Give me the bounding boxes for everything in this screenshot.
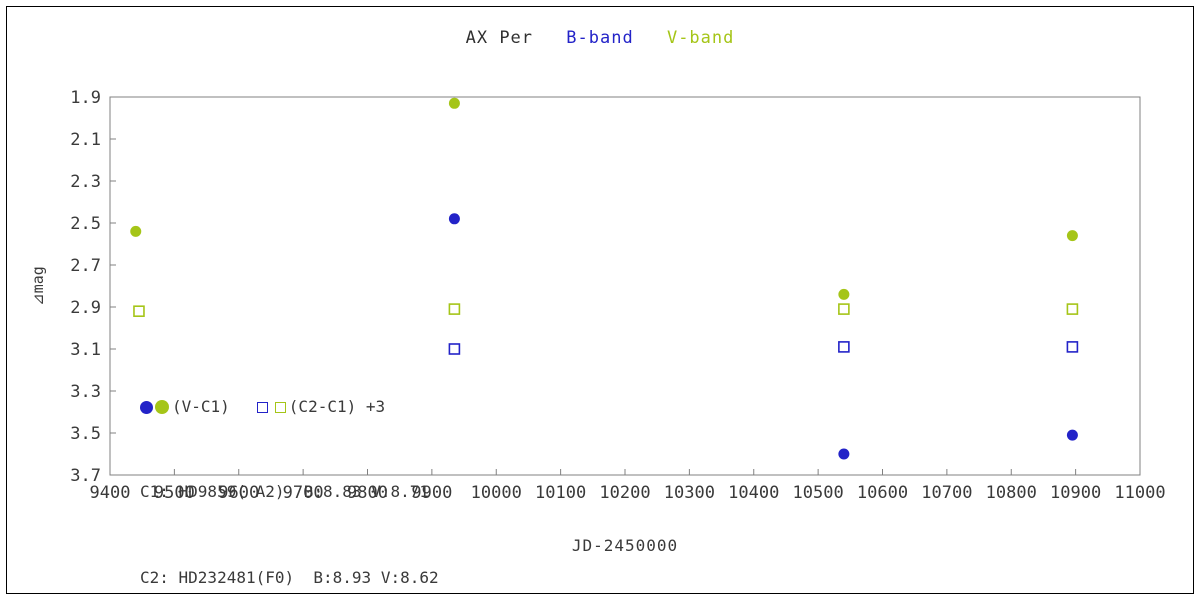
x-axis-label: JD-2450000 bbox=[571, 536, 679, 555]
b-band-open-square-icon bbox=[256, 401, 268, 413]
chart-title: AX Per B-band V-band bbox=[0, 28, 1200, 48]
x-tick-label: 10200 bbox=[599, 483, 650, 503]
x-tick-label: 10600 bbox=[857, 483, 908, 503]
x-tick-label: 10700 bbox=[921, 483, 972, 503]
data-point-b_band-circle bbox=[448, 213, 460, 225]
data-point-b_band-square bbox=[1066, 341, 1079, 353]
x-tick-label: 10100 bbox=[535, 483, 586, 503]
legend-markers-line: (V-C1) (C2-C1) +3 bbox=[140, 393, 439, 421]
x-tick-label: 9900 bbox=[411, 483, 452, 503]
y-tick-label: 3.1 bbox=[70, 340, 101, 360]
b-band-filled-circle-icon bbox=[140, 400, 153, 414]
y-tick-label: 3.3 bbox=[70, 382, 101, 402]
x-tick-label: 10900 bbox=[1050, 483, 1101, 503]
x-tick-label: 10500 bbox=[793, 483, 844, 503]
data-point-v_band-square bbox=[1066, 303, 1079, 315]
title-b-band-label: B-band bbox=[566, 28, 634, 48]
y-tick-label: 2.3 bbox=[70, 172, 101, 192]
comparison-star-c2-info: C2: HD232481(F0) B:8.93 V:8.62 bbox=[140, 567, 439, 587]
y-tick-label: 3.5 bbox=[70, 424, 101, 444]
comparison-star-c1-info: C1: HD9859( A2) B:8.83 V:8.71 bbox=[140, 482, 429, 501]
x-tick-label: 9700 bbox=[283, 483, 324, 503]
data-point-v_band-square bbox=[838, 303, 850, 315]
data-point-b_band-square bbox=[838, 341, 850, 353]
y-tick-label: 3.7 bbox=[70, 466, 101, 486]
x-tick-label: 10800 bbox=[986, 483, 1037, 503]
data-point-b_band-circle bbox=[1066, 429, 1078, 441]
y-tick-label: 2.5 bbox=[70, 214, 101, 234]
x-tick-label: 10000 bbox=[471, 483, 522, 503]
circles-series-label: (V-C1) bbox=[172, 396, 230, 416]
data-point-v_band-square bbox=[448, 303, 461, 315]
x-tick-label: 10300 bbox=[664, 483, 715, 503]
y-axis-label: ⊿mag bbox=[29, 266, 47, 306]
y-tick-label: 2.9 bbox=[70, 298, 101, 318]
x-tick-label: 11000 bbox=[1114, 483, 1165, 503]
squares-series-label: (C2-C1) +3 bbox=[288, 396, 386, 416]
data-point-v_band-circle bbox=[1066, 230, 1078, 242]
data-point-b_band-circle bbox=[838, 448, 850, 460]
legend-block: (V-C1) (C2-C1) +3 C1: HD9859( A2) B:8.83… bbox=[140, 336, 439, 600]
x-tick-label: 9800 bbox=[347, 483, 388, 503]
y-tick-label: 2.1 bbox=[70, 130, 101, 150]
x-tick-label: 9600 bbox=[218, 483, 259, 503]
v-band-open-square-icon bbox=[274, 401, 286, 413]
x-tick-label: 9500 bbox=[154, 483, 195, 503]
x-tick-label: 10400 bbox=[728, 483, 779, 503]
v-band-filled-circle-icon bbox=[155, 400, 169, 414]
y-tick-label: 1.9 bbox=[70, 88, 101, 108]
data-point-v_band-square bbox=[133, 305, 145, 318]
data-point-b_band-square bbox=[448, 343, 461, 355]
title-v-band-label: V-band bbox=[666, 28, 735, 48]
y-tick-label: 2.7 bbox=[70, 256, 101, 276]
data-point-v_band-circle bbox=[448, 97, 460, 109]
data-point-v_band-circle bbox=[130, 225, 142, 237]
x-tick-label: 9400 bbox=[90, 483, 131, 503]
title-object-name: AX Per bbox=[465, 28, 534, 48]
data-point-v_band-circle bbox=[838, 288, 850, 300]
